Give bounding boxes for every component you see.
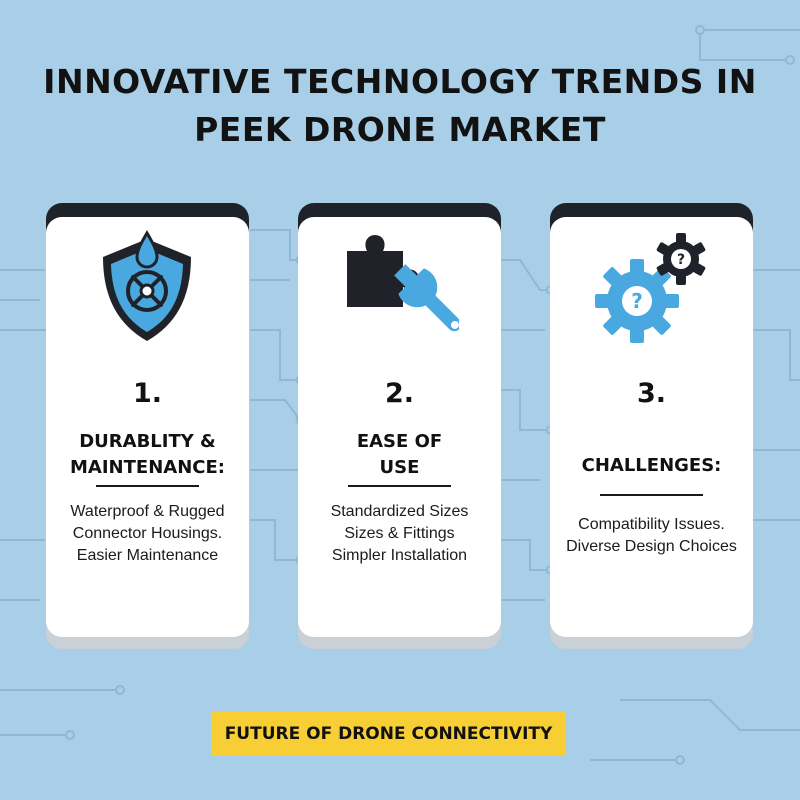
card-challenges: ? ? 3. CHALLENGES: Compatibility Issues.… [550,203,753,649]
card-desc-line: Waterproof & Rugged [70,503,225,520]
question-gears-icon: ? ? [595,233,706,343]
divider [600,494,703,496]
card-ease-of-use: 2. EASE OF USE Standardized Sizes Sizes … [298,203,501,649]
card-desc-line: Compatibility Issues. [578,516,725,533]
footer-banner: FUTURE OF DRONE CONNECTIVITY [211,712,566,756]
card-heading-line: EASE OF [356,431,443,452]
card-heading-line: MAINTENANCE: [70,457,225,478]
card-description: Waterproof & Rugged Connector Housings. … [46,501,249,567]
card-desc-line: Standardized Sizes [330,503,469,520]
puzzle-wrench-icon [347,235,459,332]
card-description: Compatibility Issues. Diverse Design Cho… [550,514,753,558]
card-description: Standardized Sizes Sizes & Fittings Simp… [298,501,501,567]
card-durability: 1. DURABLITY & MAINTENANCE: Waterproof &… [46,203,249,649]
card-heading: DURABLITY & MAINTENANCE: [46,429,249,481]
card-heading: CHALLENGES: [550,453,753,479]
card-number: 2. [384,378,415,409]
card-desc-line: Sizes & Fittings [344,525,455,542]
card-heading: EASE OF USE [298,429,501,481]
svg-text:?: ? [631,289,643,313]
card-desc-line: Connector Housings. [72,525,223,542]
card-desc-line: Simpler Installation [331,547,468,564]
card-heading-line: USE [379,457,420,478]
card-number: 3. [636,378,667,409]
card-desc-line: Diverse Design Choices [566,538,737,555]
divider [96,485,199,487]
waterproof-shield-icon [103,230,191,341]
card-heading-line: CHALLENGES: [581,455,722,476]
divider [348,485,451,487]
svg-text:?: ? [677,252,685,268]
card-heading-line: DURABLITY & [79,431,216,452]
page-title: INNOVATIVE TECHNOLOGY TRENDS IN PEEK DRO… [0,58,800,154]
title-line-1: INNOVATIVE TECHNOLOGY TRENDS IN [43,62,757,101]
card-number: 1. [132,378,163,409]
title-line-2: PEEK DRONE MARKET [194,110,606,149]
card-desc-line: Easier Maintenance [76,547,219,564]
